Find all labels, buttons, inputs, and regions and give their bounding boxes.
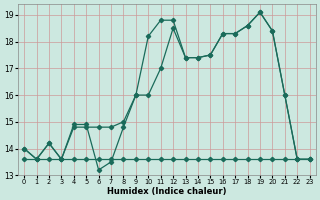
X-axis label: Humidex (Indice chaleur): Humidex (Indice chaleur) <box>107 187 227 196</box>
